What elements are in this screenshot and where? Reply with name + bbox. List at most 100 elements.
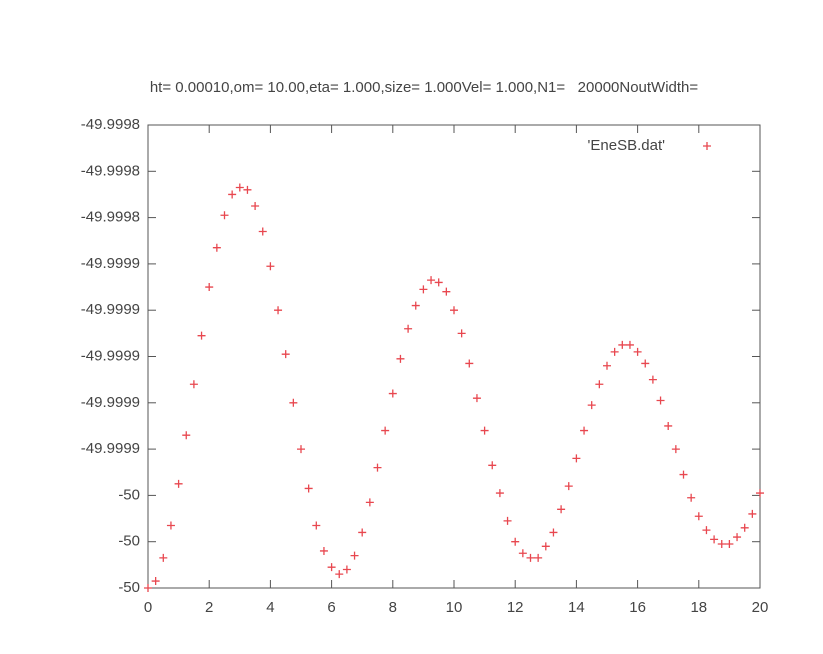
data-point [312, 521, 321, 530]
data-point [419, 285, 428, 294]
data-point [166, 521, 175, 530]
data-point [281, 350, 290, 359]
data-point [197, 331, 206, 340]
data-point [656, 396, 665, 405]
y-tick-label: -49.9999 [81, 440, 140, 457]
data-point [748, 509, 757, 518]
y-tick-label: -49.9998 [81, 116, 140, 133]
data-point [694, 512, 703, 521]
x-tick-label: 0 [144, 599, 152, 616]
x-tick-label: 4 [266, 599, 274, 616]
data-point [450, 306, 458, 315]
y-tick-label: -49.9999 [81, 347, 140, 364]
data-point [549, 528, 558, 537]
x-tick-label: 10 [446, 599, 463, 616]
data-point [434, 278, 443, 287]
x-tick-label: 14 [568, 599, 585, 616]
data-point [557, 505, 566, 514]
data-point [304, 484, 313, 493]
legend-marker [703, 142, 711, 150]
y-tick-label: -50 [118, 486, 140, 503]
data-point [756, 489, 764, 498]
data-point [503, 516, 512, 525]
x-tick-label: 18 [690, 599, 707, 616]
data-point [725, 540, 734, 549]
data-point [733, 533, 742, 542]
x-tick-label: 6 [327, 599, 335, 616]
data-point [319, 546, 328, 555]
data-point [151, 577, 160, 586]
data-point [534, 553, 543, 562]
chart-title: ht= 0.00010,om= 10.00,eta= 1.000,size= 1… [150, 79, 699, 96]
data-point [174, 479, 183, 488]
data-point [564, 482, 573, 491]
data-point [381, 426, 390, 435]
x-tick-label: 16 [629, 599, 646, 616]
data-point [717, 540, 726, 549]
y-tick-label: -49.9999 [81, 255, 140, 272]
y-tick-label: -49.9998 [81, 162, 140, 179]
data-point [289, 398, 298, 407]
data-point [235, 183, 244, 192]
data-point [618, 340, 627, 349]
data-point [625, 340, 634, 349]
data-point [358, 528, 367, 537]
x-tick-label: 20 [752, 599, 769, 616]
data-point [526, 553, 535, 562]
data-point [679, 470, 688, 479]
data-point [342, 565, 351, 574]
data-point [671, 445, 680, 454]
y-tick-label: -49.9998 [81, 209, 140, 226]
y-tick-label: -50 [118, 533, 140, 550]
legend-label: 'EneSB.dat' [588, 137, 666, 154]
data-point [710, 535, 719, 544]
data-point [365, 498, 374, 507]
data-point [327, 563, 336, 572]
data-point [595, 380, 604, 389]
data-point [182, 431, 191, 440]
data-point [648, 375, 657, 384]
data-point [511, 537, 520, 546]
data-point [664, 421, 673, 430]
data-point [480, 426, 489, 435]
data-point [258, 227, 267, 236]
data-point [274, 306, 283, 315]
x-tick-label: 2 [205, 599, 213, 616]
data-point [396, 354, 405, 363]
x-tick-label: 8 [389, 599, 397, 616]
y-tick-label: -49.9999 [81, 301, 140, 318]
data-point [205, 283, 214, 292]
data-point [587, 401, 596, 410]
data-point [266, 262, 275, 271]
data-point [465, 359, 474, 368]
data-point [427, 276, 436, 285]
data-point [189, 380, 198, 389]
data-point [572, 454, 581, 463]
data-point [641, 359, 650, 368]
data-point [580, 426, 589, 435]
data-point [457, 329, 466, 338]
data-point [220, 211, 229, 220]
data-point [442, 287, 451, 296]
data-point [687, 493, 696, 502]
data-point [297, 445, 305, 454]
data-point [633, 347, 642, 356]
data-point [411, 301, 420, 310]
data-point [541, 542, 550, 551]
data-point [350, 551, 359, 560]
y-tick-label: -50 [118, 579, 140, 596]
data-point [388, 389, 397, 398]
data-point [251, 202, 260, 211]
data-point [243, 185, 252, 194]
data-point [212, 243, 221, 252]
data-point [335, 570, 344, 579]
data-point [144, 584, 152, 592]
data-point [404, 324, 413, 333]
data-point [740, 523, 749, 532]
data-point [495, 489, 504, 498]
data-point [488, 461, 497, 470]
x-tick-label: 12 [507, 599, 524, 616]
data-point [603, 361, 611, 370]
